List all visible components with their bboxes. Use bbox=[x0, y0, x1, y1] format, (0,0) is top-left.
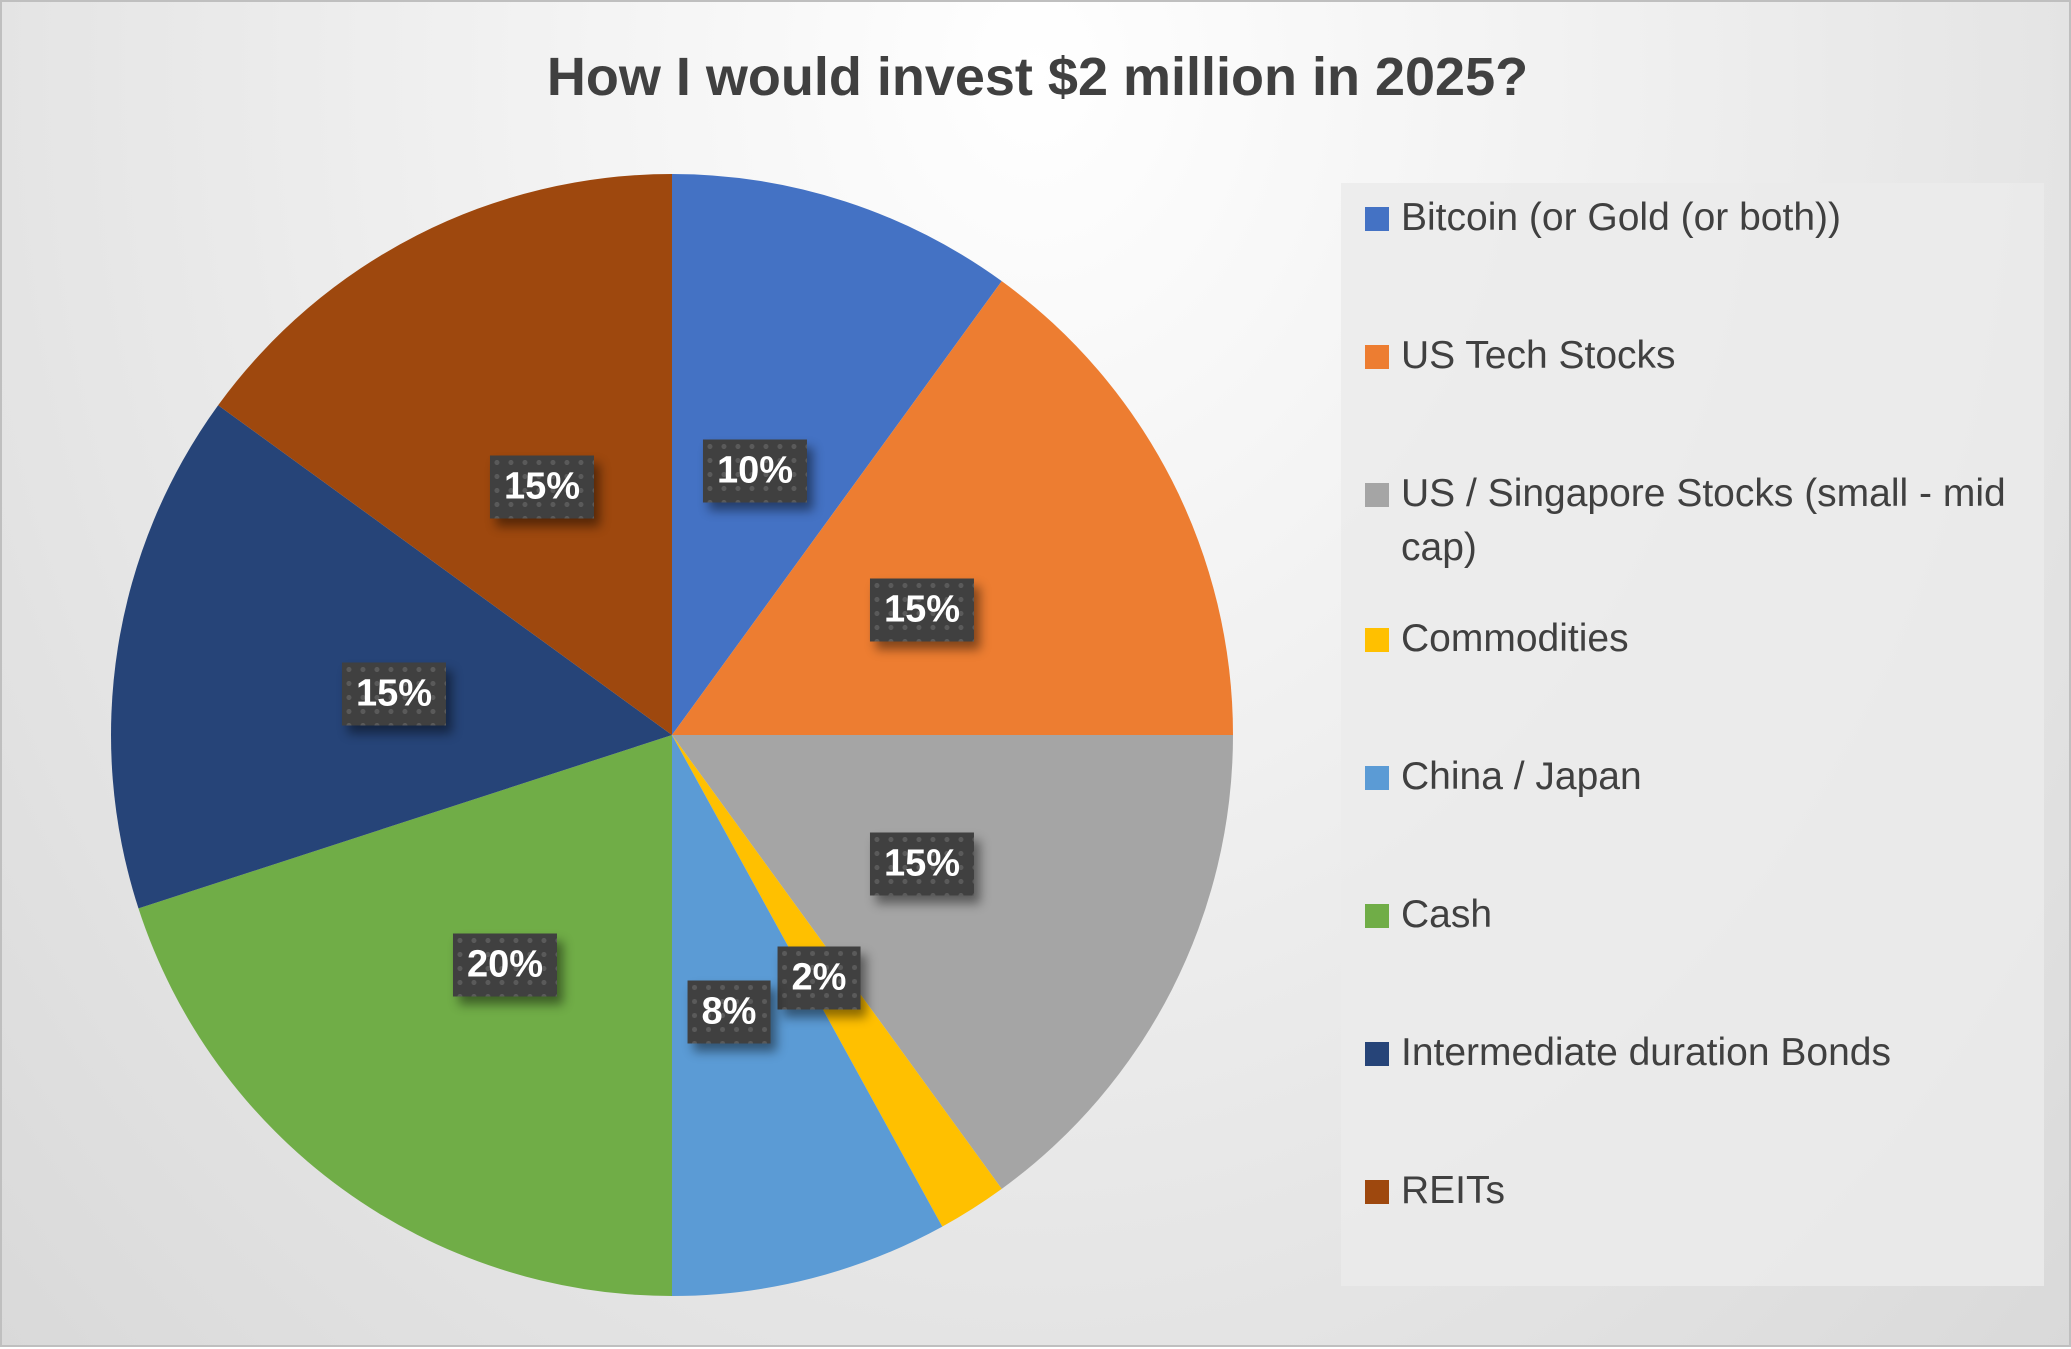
legend-swatch bbox=[1365, 628, 1389, 652]
legend-swatch bbox=[1365, 1042, 1389, 1066]
legend-swatch bbox=[1365, 207, 1389, 231]
legend-label: US / Singapore Stocks (small - mid cap) bbox=[1401, 472, 2006, 569]
legend-swatch bbox=[1365, 1180, 1389, 1204]
legend-swatch bbox=[1365, 766, 1389, 790]
legend-label: US Tech Stocks bbox=[1401, 334, 1676, 377]
legend-label: China / Japan bbox=[1401, 755, 1642, 798]
legend-label: Cash bbox=[1401, 893, 1493, 936]
pie-slice bbox=[218, 173, 672, 735]
data-label: 8% bbox=[687, 980, 771, 1044]
legend-swatch bbox=[1365, 483, 1389, 507]
data-label: 10% bbox=[702, 439, 808, 503]
legend-swatch bbox=[1365, 345, 1389, 369]
data-label: 2% bbox=[777, 946, 861, 1010]
legend-item: China / Japan bbox=[1363, 750, 2071, 804]
legend-item: US Tech Stocks bbox=[1363, 329, 2071, 383]
data-label: 15% bbox=[489, 455, 595, 519]
legend-label: Commodities bbox=[1401, 617, 1629, 660]
legend-item: REITs bbox=[1363, 1164, 2071, 1218]
legend-item: Bitcoin (or Gold (or both)) bbox=[1363, 191, 2071, 245]
chart-title: How I would invest $2 million in 2025? bbox=[546, 47, 1529, 107]
pie-slice bbox=[672, 735, 1233, 1189]
pie-slice bbox=[110, 405, 672, 909]
data-label: 15% bbox=[869, 578, 975, 642]
legend-swatch bbox=[1365, 904, 1389, 928]
legend-label: REITs bbox=[1401, 1169, 1506, 1212]
legend-item: Commodities bbox=[1363, 612, 2071, 666]
legend-label: Intermediate duration Bonds bbox=[1401, 1031, 1891, 1074]
pie-slice bbox=[672, 735, 943, 1296]
pie-slice bbox=[672, 174, 1002, 735]
data-label: 15% bbox=[341, 662, 447, 726]
legend-item: US / Singapore Stocks (small - mid cap) bbox=[1363, 467, 2071, 575]
data-label: 15% bbox=[869, 832, 975, 896]
legend-item: Cash bbox=[1363, 888, 2071, 942]
data-label: 20% bbox=[452, 933, 558, 997]
legend-label: Bitcoin (or Gold (or both)) bbox=[1401, 196, 1841, 239]
legend-item: Intermediate duration Bonds bbox=[1363, 1026, 2071, 1080]
pie-slice bbox=[672, 281, 1233, 735]
legend: Bitcoin (or Gold (or both)) US Tech Stock… bbox=[1341, 183, 2044, 1286]
pie-slice bbox=[138, 735, 673, 1296]
